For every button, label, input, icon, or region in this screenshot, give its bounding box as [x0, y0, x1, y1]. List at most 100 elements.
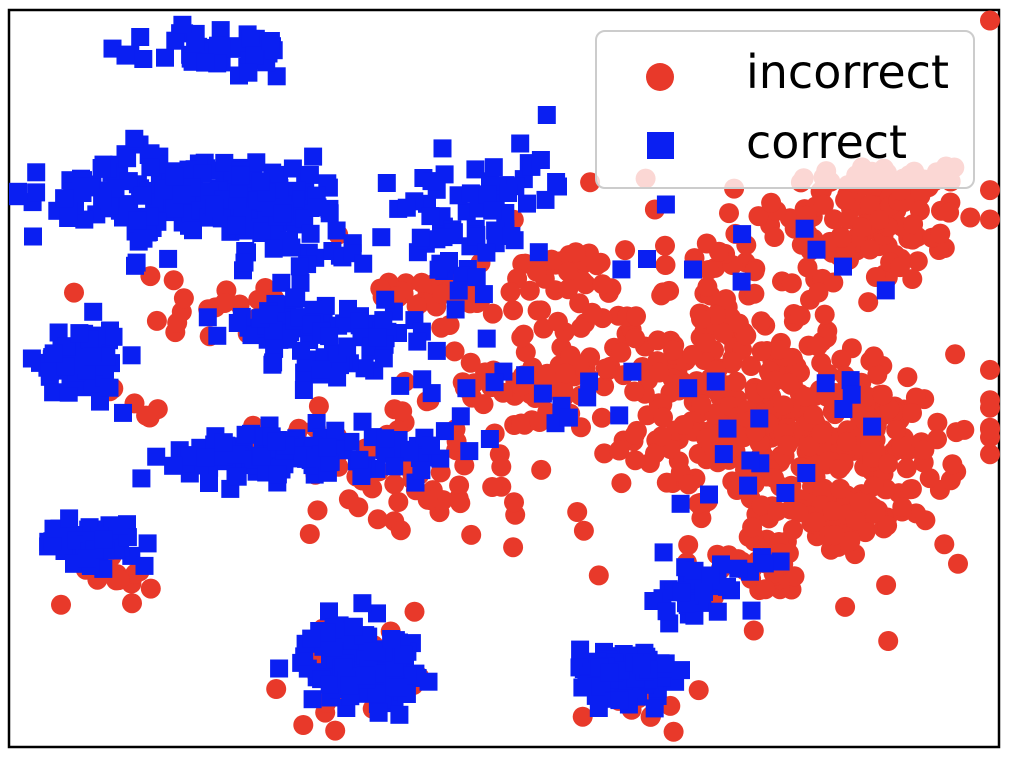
point-incorrect	[960, 207, 981, 228]
point-correct	[656, 654, 675, 673]
point-correct	[435, 422, 454, 441]
point-incorrect	[697, 276, 718, 297]
point-correct	[114, 403, 132, 422]
point-incorrect	[813, 194, 834, 215]
point-incorrect	[777, 435, 798, 456]
point-correct	[252, 447, 271, 466]
point-correct	[268, 465, 287, 484]
point-correct	[385, 457, 404, 476]
point-incorrect	[892, 497, 913, 517]
point-correct	[159, 249, 178, 268]
point-incorrect	[783, 519, 803, 540]
point-correct	[466, 160, 485, 179]
point-correct	[364, 642, 382, 661]
point-incorrect	[308, 396, 329, 417]
point-correct	[300, 165, 319, 184]
point-incorrect	[755, 579, 776, 600]
point-incorrect	[761, 192, 782, 213]
point-incorrect	[560, 345, 581, 366]
point-correct	[391, 376, 410, 395]
point-correct	[467, 227, 486, 246]
point-correct	[267, 432, 286, 451]
point-correct	[193, 164, 212, 183]
point-incorrect	[901, 479, 922, 499]
point-correct	[876, 281, 895, 300]
point-incorrect	[751, 311, 772, 332]
point-incorrect	[942, 454, 963, 475]
point-incorrect	[831, 349, 852, 370]
point-correct	[338, 337, 357, 356]
point-incorrect	[565, 242, 586, 263]
point-incorrect	[582, 302, 603, 323]
point-correct	[291, 273, 310, 292]
point-incorrect	[411, 272, 432, 293]
point-incorrect	[945, 344, 966, 365]
point-incorrect	[655, 255, 676, 275]
point-correct	[294, 381, 313, 399]
point-correct	[94, 530, 113, 549]
point-correct	[478, 185, 497, 204]
point-incorrect	[591, 407, 612, 428]
point-correct	[110, 516, 128, 535]
point-incorrect	[136, 405, 157, 426]
point-incorrect	[663, 340, 683, 361]
point-correct	[413, 370, 432, 389]
point-incorrect	[625, 328, 646, 349]
point-incorrect	[863, 476, 884, 497]
point-correct	[196, 53, 215, 72]
point-correct	[327, 221, 346, 240]
point-incorrect	[902, 269, 923, 289]
point-correct	[97, 347, 116, 366]
point-incorrect	[756, 378, 777, 399]
point-correct	[694, 583, 713, 601]
point-incorrect	[500, 282, 521, 302]
point-correct	[573, 678, 592, 697]
legend-label-incorrect: incorrect	[746, 45, 949, 99]
point-incorrect	[519, 280, 540, 301]
point-correct	[485, 373, 504, 392]
point-incorrect	[865, 502, 886, 523]
point-correct	[477, 243, 496, 262]
point-correct	[708, 602, 727, 621]
point-incorrect	[878, 631, 899, 651]
point-incorrect	[877, 515, 898, 536]
point-incorrect	[764, 227, 785, 247]
point-correct	[341, 432, 360, 451]
point-correct	[842, 385, 861, 404]
point-incorrect	[767, 501, 788, 521]
point-correct	[377, 174, 396, 192]
point-incorrect	[696, 333, 717, 353]
point-correct	[671, 494, 690, 513]
point-correct	[22, 349, 41, 368]
point-incorrect	[743, 620, 764, 641]
point-incorrect	[449, 475, 470, 496]
point-correct	[133, 186, 152, 205]
point-incorrect	[503, 537, 524, 558]
point-incorrect	[836, 431, 857, 452]
point-incorrect	[594, 376, 615, 397]
point-correct	[100, 378, 119, 397]
point-incorrect	[823, 272, 844, 293]
point-correct	[600, 663, 619, 682]
point-incorrect	[751, 495, 772, 516]
point-correct	[701, 566, 720, 585]
point-correct	[78, 549, 96, 568]
point-incorrect	[527, 300, 548, 321]
point-incorrect	[736, 325, 757, 346]
point-correct	[270, 659, 289, 678]
point-correct	[328, 368, 347, 387]
point-incorrect	[503, 300, 524, 321]
point-correct	[147, 447, 166, 466]
point-correct	[623, 362, 642, 381]
point-correct	[344, 617, 363, 636]
point-correct	[214, 433, 233, 452]
point-incorrect	[682, 344, 703, 365]
point-correct	[125, 129, 144, 148]
point-incorrect	[886, 419, 907, 440]
point-correct	[612, 260, 631, 279]
point-correct	[483, 201, 502, 220]
point-incorrect	[688, 680, 709, 701]
point-incorrect	[557, 261, 578, 282]
point-correct	[59, 383, 78, 402]
point-correct	[369, 703, 388, 722]
